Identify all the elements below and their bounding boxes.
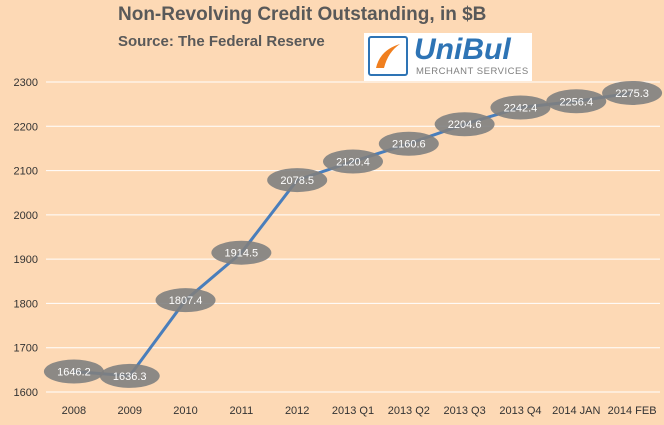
data-point: 2256.4 [546, 89, 607, 114]
point-marker [211, 240, 272, 265]
x-tick-label: 2009 [117, 405, 141, 417]
y-tick-label: 2000 [14, 210, 38, 222]
x-tick-label: 2013 Q4 [499, 405, 541, 417]
x-tick-label: 2013 Q1 [332, 405, 374, 417]
data-label: 1636.3 [113, 371, 147, 383]
x-tick-label: 2012 [285, 405, 309, 417]
series-line [73, 91, 633, 378]
data-label: 2078.5 [280, 175, 314, 187]
point-marker [323, 149, 383, 174]
y-tick-label: 1700 [14, 343, 38, 355]
data-label: 2160.6 [392, 139, 426, 151]
data-point: 1646.2 [43, 359, 104, 384]
y-tick-label: 2100 [14, 166, 38, 178]
data-point: 2275.3 [602, 80, 663, 105]
point-marker [43, 359, 104, 384]
y-tick-label: 2300 [14, 77, 38, 89]
point-marker [267, 168, 328, 193]
y-tick-label: 2200 [14, 121, 38, 133]
data-point: 2078.5 [267, 168, 328, 193]
x-tick-label: 2014 FEB [608, 405, 657, 417]
data-label: 2256.4 [559, 96, 593, 108]
data-label: 2120.4 [336, 157, 370, 169]
data-label: 2204.6 [448, 119, 482, 131]
logo-swoosh-icon [368, 36, 408, 76]
data-label: 1914.5 [225, 248, 259, 260]
point-marker [99, 363, 160, 388]
y-tick-label: 1600 [14, 387, 38, 399]
point-marker [378, 131, 439, 156]
data-points: 1646.2 1636.3 1807.4 1914.5 2078.5 2120.4 2160… [43, 80, 663, 388]
data-point: 2204.6 [434, 112, 495, 137]
chart-title: Non-Revolving Credit Outstanding, in $B [118, 4, 487, 25]
data-point: 1807.4 [155, 288, 216, 313]
point-marker [490, 95, 551, 120]
data-point: 2160.6 [378, 131, 439, 156]
data-point: 1636.3 [99, 363, 160, 388]
x-tick-label: 2013 Q2 [388, 405, 430, 417]
x-tick-label: 2008 [62, 405, 86, 417]
point-marker [546, 89, 607, 114]
y-tick-label: 1900 [14, 254, 38, 266]
data-label: 2242.4 [504, 103, 538, 115]
y-axis: 1600 1700 1800 1900 2000 2100 2200 2300 [14, 77, 38, 399]
data-label: 2275.3 [615, 88, 649, 100]
point-marker [155, 288, 216, 313]
series-line-path [73, 91, 633, 378]
data-point: 2120.4 [323, 149, 383, 174]
x-tick-label: 2011 [230, 405, 254, 417]
x-axis: 2008 2009 2010 2011 2012 2013 Q1 2013 Q2 2013 Q… [62, 405, 657, 417]
data-label: 1807.4 [169, 295, 203, 307]
point-marker [602, 80, 663, 105]
x-tick-label: 2010 [173, 405, 197, 417]
x-tick-label: 2013 Q3 [444, 405, 486, 417]
data-point: 1914.5 [211, 240, 272, 265]
point-marker [434, 112, 495, 137]
logo-tagline: MERCHANT SERVICES [416, 66, 529, 77]
data-label: 1646.2 [57, 367, 91, 379]
data-point: 2242.4 [490, 95, 551, 120]
chart-subtitle: Source: The Federal Reserve [118, 33, 325, 50]
x-tick-label: 2014 JAN [552, 405, 600, 417]
unibul-logo: UniBul MERCHANT SERVICES [364, 33, 532, 81]
y-tick-label: 1800 [14, 298, 38, 310]
logo-wordmark: UniBul [414, 33, 511, 66]
gridlines [46, 81, 660, 393]
